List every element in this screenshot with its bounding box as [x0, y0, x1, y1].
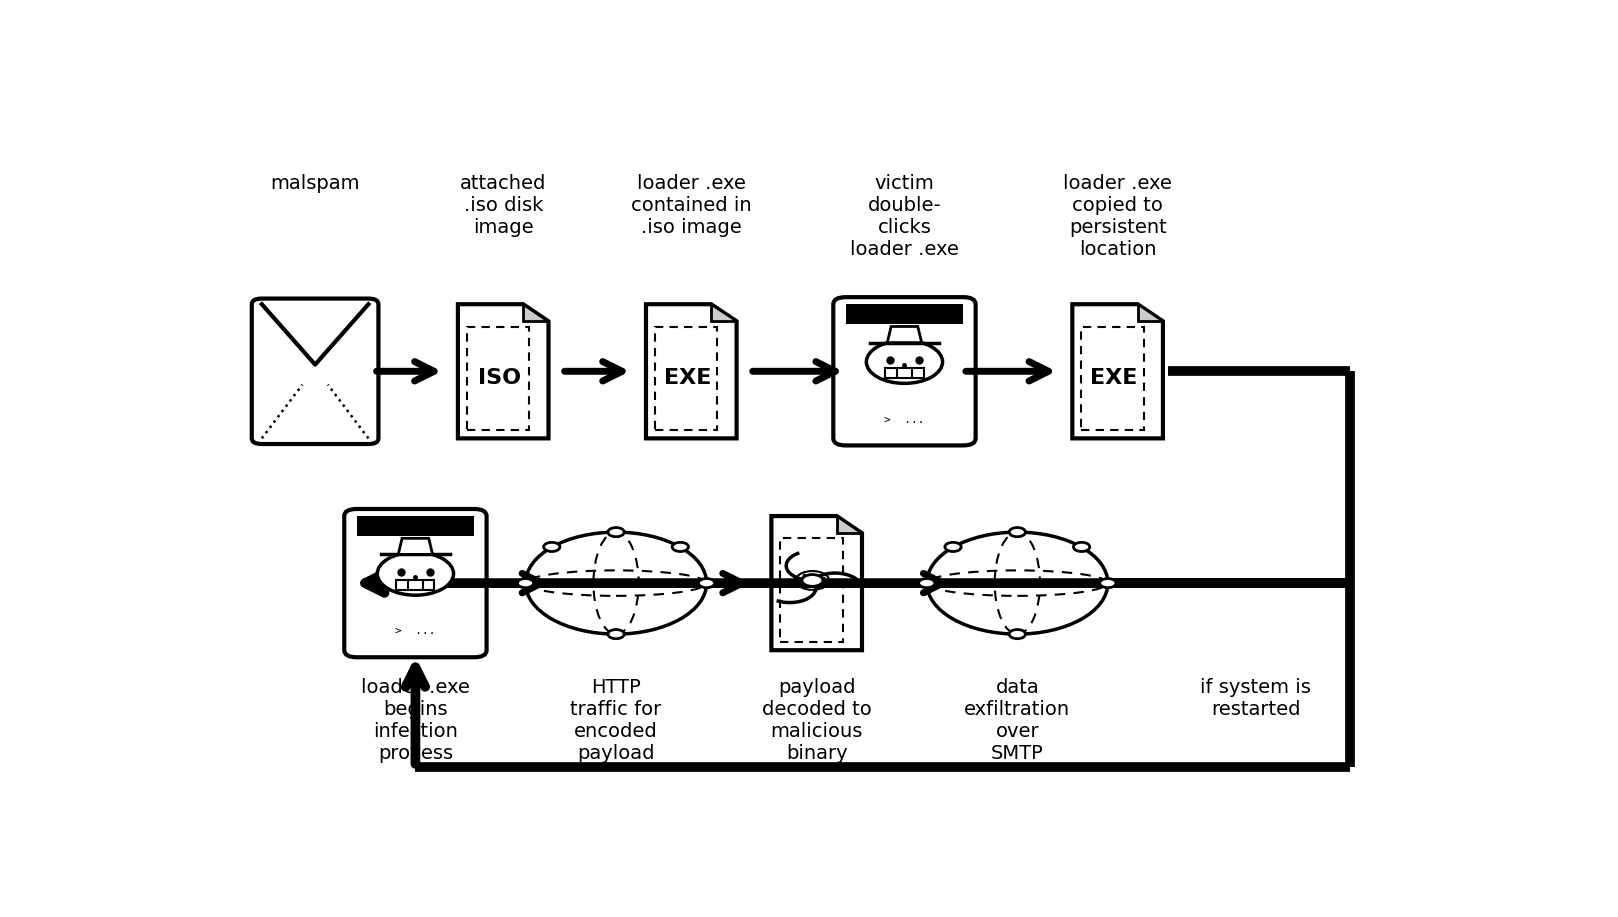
Circle shape — [1010, 629, 1026, 638]
Circle shape — [608, 629, 625, 638]
Text: loader .exe
copied to
persistent
location: loader .exe copied to persistent locatio… — [1063, 173, 1171, 259]
Circle shape — [945, 542, 961, 551]
Text: EXE: EXE — [1091, 368, 1137, 388]
Polygon shape — [646, 304, 736, 438]
Polygon shape — [837, 516, 862, 533]
FancyBboxPatch shape — [358, 516, 474, 536]
Text: ISO: ISO — [477, 368, 521, 388]
Polygon shape — [1073, 304, 1163, 438]
Polygon shape — [1137, 304, 1163, 321]
Circle shape — [671, 542, 689, 551]
FancyBboxPatch shape — [252, 299, 379, 444]
Circle shape — [544, 542, 560, 551]
Polygon shape — [398, 538, 432, 555]
Text: >  ...: > ... — [883, 414, 925, 425]
FancyBboxPatch shape — [345, 509, 487, 657]
Circle shape — [1073, 542, 1091, 551]
Text: >  ...: > ... — [395, 626, 435, 636]
Text: victim
double-
clicks
loader .exe: victim double- clicks loader .exe — [849, 173, 959, 259]
Polygon shape — [887, 326, 922, 343]
Text: if system is
restarted: if system is restarted — [1201, 679, 1311, 720]
Circle shape — [866, 340, 943, 383]
Text: malspam: malspam — [270, 173, 359, 193]
Polygon shape — [523, 304, 549, 321]
FancyBboxPatch shape — [833, 297, 976, 446]
Text: EXE: EXE — [663, 368, 712, 388]
Text: HTTP
traffic for
encoded
payload: HTTP traffic for encoded payload — [571, 679, 662, 764]
FancyBboxPatch shape — [846, 304, 963, 325]
Circle shape — [518, 579, 534, 588]
Circle shape — [803, 575, 824, 586]
Text: loader .exe
begins
infection
process: loader .exe begins infection process — [361, 679, 469, 764]
Polygon shape — [458, 304, 549, 438]
Text: data
exfiltration
over
SMTP: data exfiltration over SMTP — [964, 679, 1071, 764]
Circle shape — [699, 579, 715, 588]
Circle shape — [608, 527, 625, 536]
Polygon shape — [712, 304, 736, 321]
Circle shape — [1100, 579, 1116, 588]
Circle shape — [927, 532, 1108, 634]
Text: loader .exe
contained in
.iso image: loader .exe contained in .iso image — [631, 173, 752, 237]
Polygon shape — [772, 516, 862, 650]
Circle shape — [526, 532, 707, 634]
Circle shape — [377, 552, 453, 595]
Circle shape — [1010, 527, 1026, 536]
Text: payload
decoded to
malicious
binary: payload decoded to malicious binary — [762, 679, 872, 764]
Text: attached
.iso disk
image: attached .iso disk image — [460, 173, 547, 237]
Circle shape — [919, 579, 935, 588]
